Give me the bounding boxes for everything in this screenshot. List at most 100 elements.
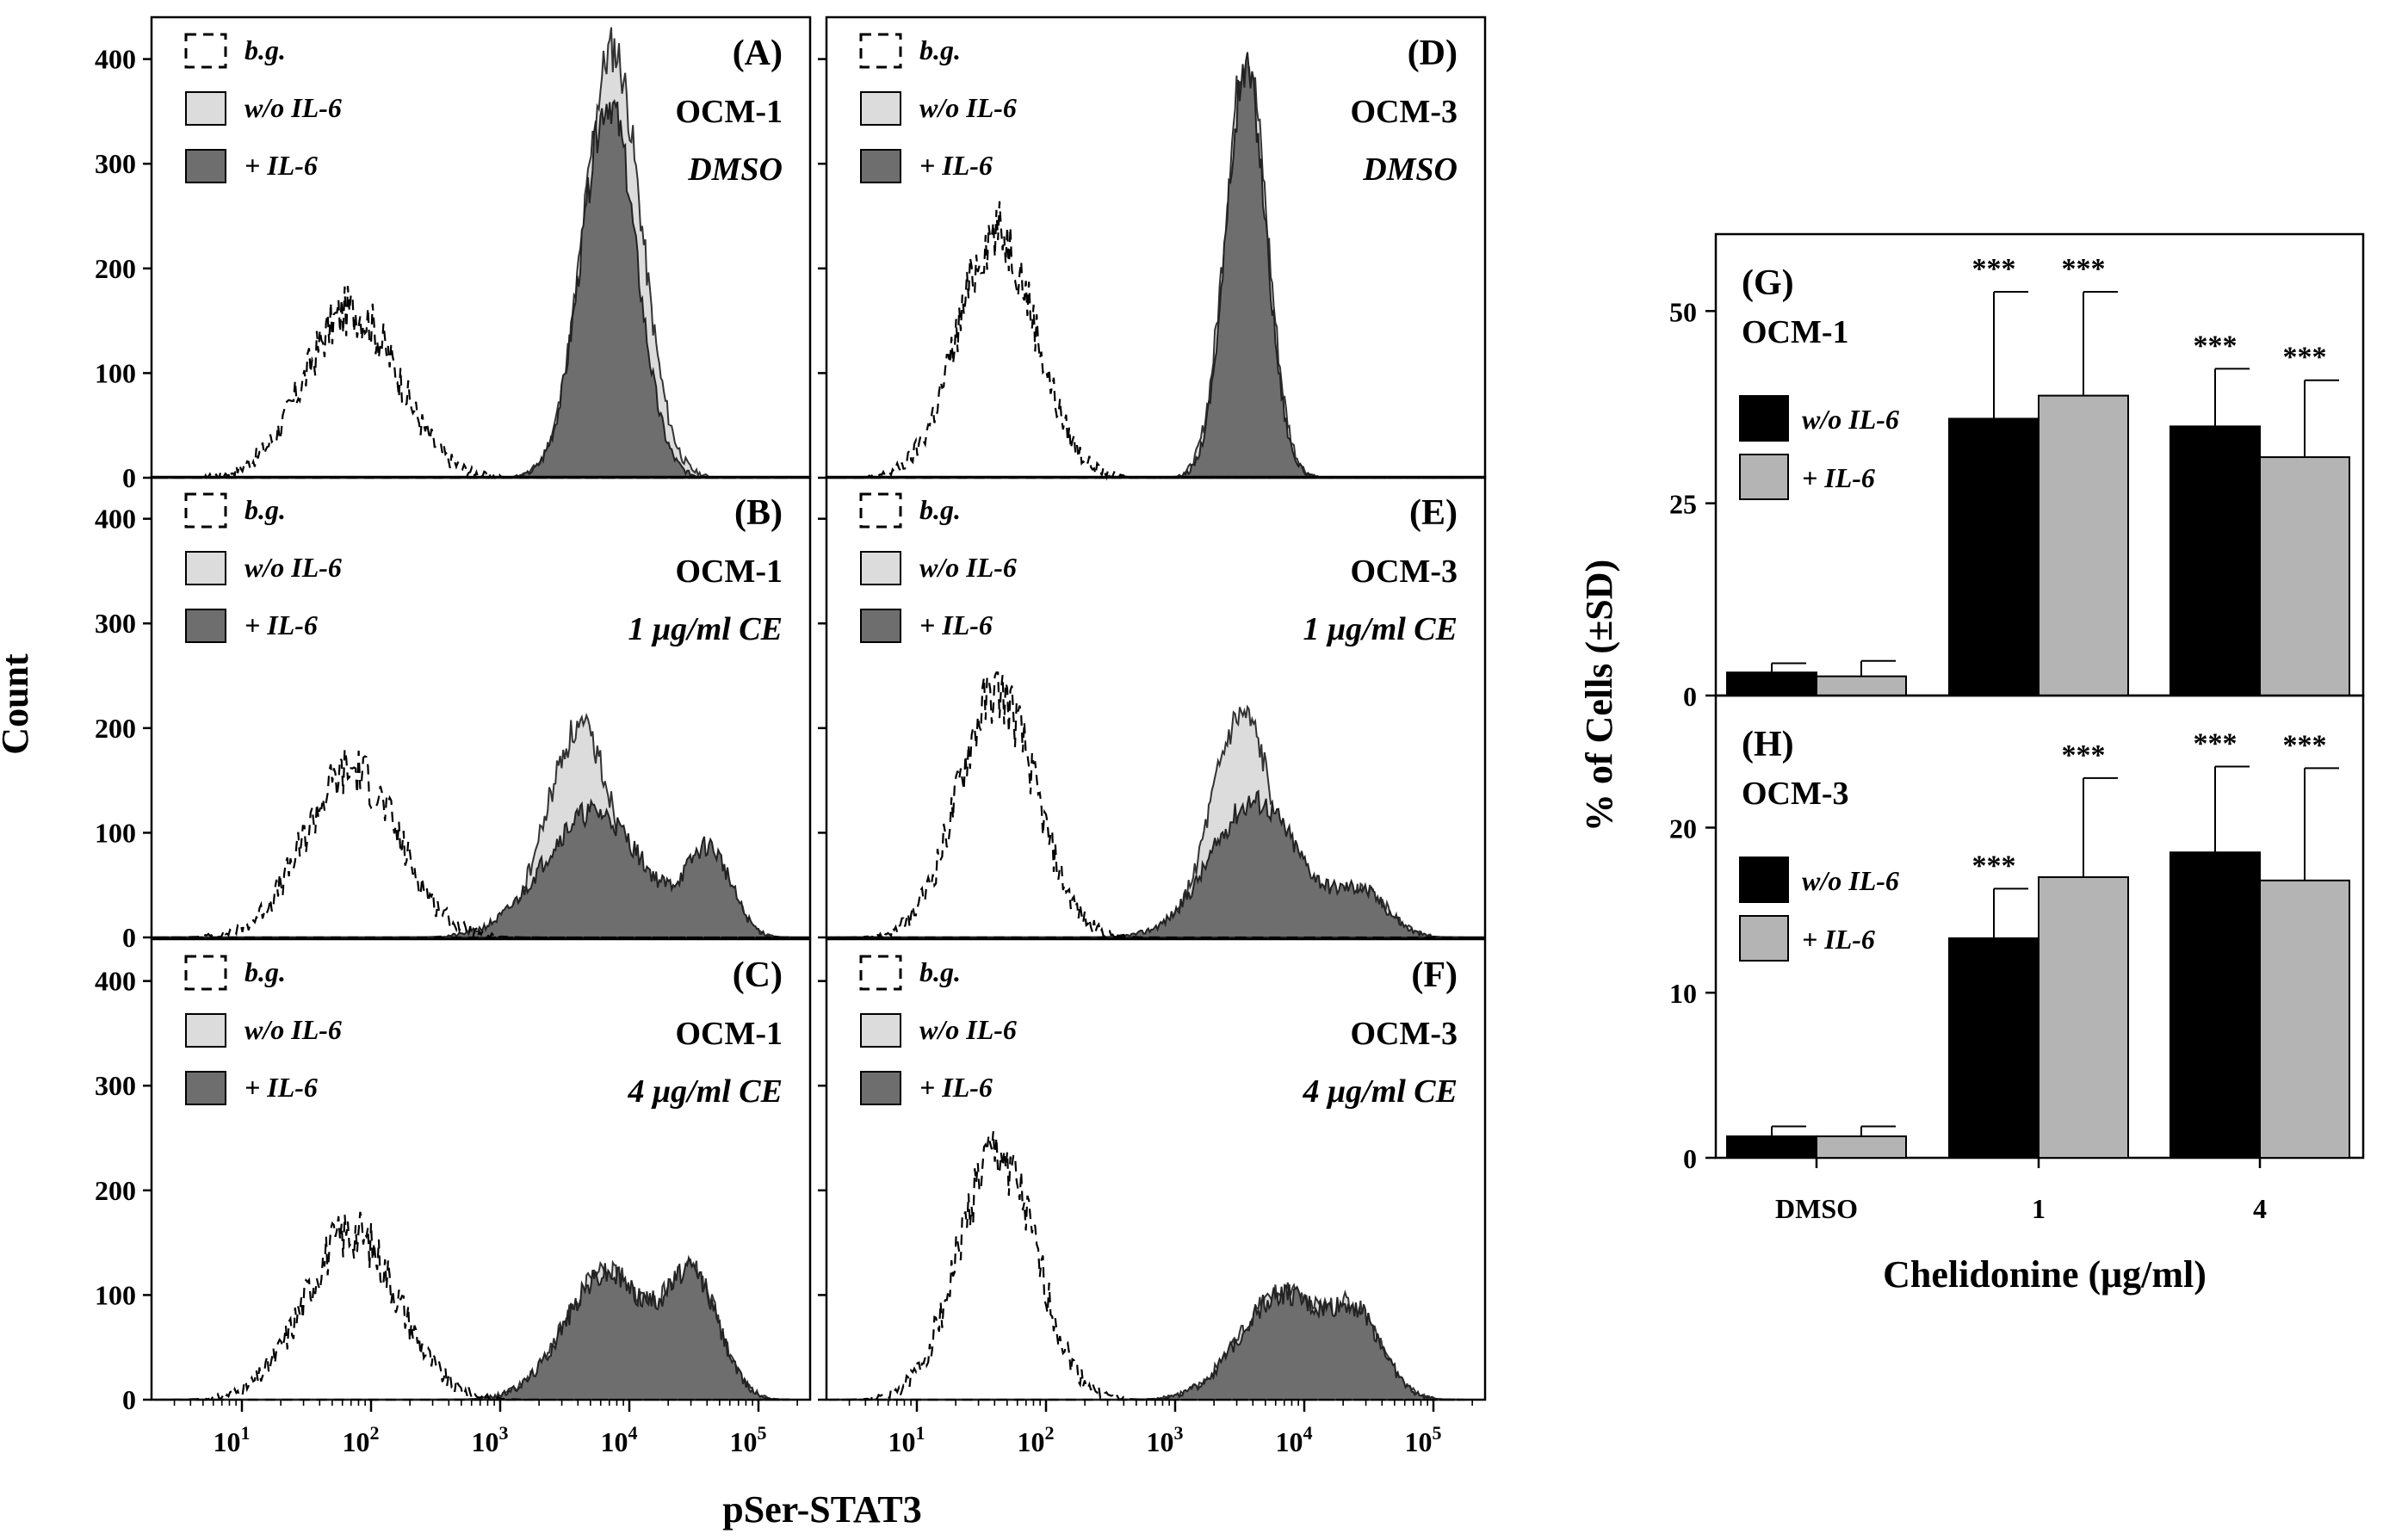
bar-panel-g: 0 25 50 *** *** *** *** (G) OCM-1 w/o IL-6 + IL-6 xyxy=(1669,232,2365,712)
legend-swatch-0 xyxy=(859,33,902,69)
histogram-panel-b: 0 100 200 300 400 b.g. w/o IL-6 + IL-6 (B) OCM-1 1… xyxy=(95,475,812,953)
significance-mark: *** xyxy=(2062,253,2106,285)
legend-label-0: b.g. xyxy=(919,956,961,987)
legend-swatch-0 xyxy=(1739,857,1789,903)
y-tick-label: 400 xyxy=(95,44,136,75)
panel-label: (A) xyxy=(733,34,783,73)
panel-treatment: 1 μg/ml CE xyxy=(628,611,783,647)
legend-swatch-0 xyxy=(1739,395,1789,442)
legend-swatch-1 xyxy=(185,91,226,126)
x-axis-title-pser-stat3: pSer-STAT3 xyxy=(722,1488,921,1531)
panel-label: (C) xyxy=(733,956,783,995)
legend-swatch-0 xyxy=(184,492,227,529)
y-tick-label: 400 xyxy=(95,966,136,997)
significance-mark: *** xyxy=(1972,850,2016,881)
panel-label: (B) xyxy=(734,493,783,533)
y-tick-label: 100 xyxy=(95,357,136,388)
x-tick-label: 103 xyxy=(472,1422,509,1457)
panel-treatment: 4 μg/ml CE xyxy=(628,1073,783,1110)
significance-mark: *** xyxy=(1972,253,2016,285)
y-axis-title-percent-cells: % of Cells (±SD) xyxy=(1578,560,1620,832)
x-tick-label: 105 xyxy=(730,1422,767,1457)
bar-g-1-0 xyxy=(1948,417,2039,696)
histogram-grid: 0 100 200 300 400 b.g. w/o IL-6 + IL-6 (A) OCM-1 D… xyxy=(95,15,1487,1457)
x-tick-label: 104 xyxy=(601,1422,638,1457)
legend-swatch-1 xyxy=(860,1013,901,1048)
legend-label-1: + IL-6 xyxy=(1802,462,1875,493)
legend-label-0: b.g. xyxy=(244,956,286,987)
panel-cell-line: OCM-1 xyxy=(675,554,783,590)
y-tick-label: 200 xyxy=(95,713,136,744)
bar-g-0-0 xyxy=(1726,671,1817,697)
histogram-panel-e: b.g. w/o IL-6 + IL-6 (E) OCM-3 1 μg/ml CE xyxy=(818,475,1487,940)
x-tick-label: 4 xyxy=(2253,1193,2267,1224)
legend-label-0: b.g. xyxy=(244,494,286,525)
legend-swatch-0 xyxy=(859,955,902,991)
legend-label-1: + IL-6 xyxy=(1802,924,1875,955)
x-tick-label: 102 xyxy=(1018,1422,1055,1457)
x-tick-label: DMSO xyxy=(1775,1193,1858,1224)
legend-swatch-0 xyxy=(184,955,227,991)
panel-label: (G) xyxy=(1742,263,1794,303)
bar-g-1-1 xyxy=(2038,394,2129,696)
legend-label-1: w/o IL-6 xyxy=(244,552,342,583)
legend-swatch-0 xyxy=(184,33,227,69)
x-tick-label: 105 xyxy=(1405,1422,1442,1457)
series-b-g-curve xyxy=(154,1211,789,1402)
legend-label-0: b.g. xyxy=(919,494,961,525)
legend-swatch-1 xyxy=(1739,915,1789,962)
legend-label-2: + IL-6 xyxy=(919,150,993,181)
legend-swatch-2 xyxy=(860,1071,901,1105)
y-tick-label: 100 xyxy=(95,817,136,848)
panel-treatment: DMSO xyxy=(1362,152,1458,188)
legend-swatch-1 xyxy=(1739,454,1789,500)
y-tick-label: 200 xyxy=(95,253,136,284)
legend-label-0: w/o IL-6 xyxy=(1802,404,1899,435)
x-tick-label: 101 xyxy=(888,1422,925,1457)
legend-swatch-1 xyxy=(185,1013,226,1048)
legend-label-1: w/o IL-6 xyxy=(244,1014,342,1045)
legend-label-2: + IL-6 xyxy=(244,150,318,181)
legend-label-2: + IL-6 xyxy=(919,1072,993,1103)
y-tick-label: 0 xyxy=(1683,681,1697,712)
panel-cell-line: OCM-3 xyxy=(1350,94,1458,130)
significance-mark: *** xyxy=(2283,729,2327,761)
legend-label-1: w/o IL-6 xyxy=(919,1014,1017,1045)
bar-h-0-1 xyxy=(1816,1135,1907,1160)
legend-swatch-1 xyxy=(860,551,901,585)
panel-cell-line: OCM-1 xyxy=(675,1016,783,1052)
legend-swatch-1 xyxy=(185,551,226,585)
legend-label-1: w/o IL-6 xyxy=(919,92,1017,123)
histogram-panel-c: 0 100 200 300 400 b.g. w/o IL-6 + IL-6 (C) OCM-1 4… xyxy=(95,937,812,1457)
y-tick-label: 0 xyxy=(122,1384,136,1415)
panel-label: (H) xyxy=(1742,725,1794,764)
y-tick-label: 0 xyxy=(122,462,136,493)
y-axis-title-count: Count xyxy=(0,653,36,755)
panel-label: (E) xyxy=(1409,493,1458,533)
legend-swatch-2 xyxy=(860,609,901,643)
panel-cell-line: OCM-3 xyxy=(1350,1016,1458,1052)
y-tick-label: 0 xyxy=(1683,1143,1697,1174)
histogram-panel-f: b.g. w/o IL-6 + IL-6 (F) OCM-3 4 μg/ml CE 101 1… xyxy=(818,937,1487,1457)
y-tick-label: 100 xyxy=(95,1279,136,1310)
panel-cell-line: OCM-1 xyxy=(1742,314,1849,350)
legend-label-0: w/o IL-6 xyxy=(1802,865,1899,896)
panel-treatment: 4 μg/ml CE xyxy=(1303,1073,1458,1110)
legend-label-1: w/o IL-6 xyxy=(919,552,1017,583)
y-tick-label: 300 xyxy=(95,608,136,639)
x-tick-label: 102 xyxy=(343,1422,380,1457)
x-axis-title-chelidonine: Chelidonine (μg/ml) xyxy=(1883,1253,2207,1296)
panel-label: (D) xyxy=(1408,34,1458,73)
panel-cell-line: OCM-1 xyxy=(675,94,783,130)
significance-mark: *** xyxy=(2194,727,2238,759)
legend-label-2: + IL-6 xyxy=(244,609,318,640)
bar-h-0-0 xyxy=(1726,1135,1817,1160)
y-tick-label: 300 xyxy=(95,1070,136,1101)
y-tick-label: 20 xyxy=(1669,813,1697,844)
legend-swatch-2 xyxy=(185,1071,226,1105)
series-b-g-curve xyxy=(154,749,789,939)
y-tick-label: 50 xyxy=(1669,296,1697,327)
significance-mark: *** xyxy=(2194,330,2238,362)
